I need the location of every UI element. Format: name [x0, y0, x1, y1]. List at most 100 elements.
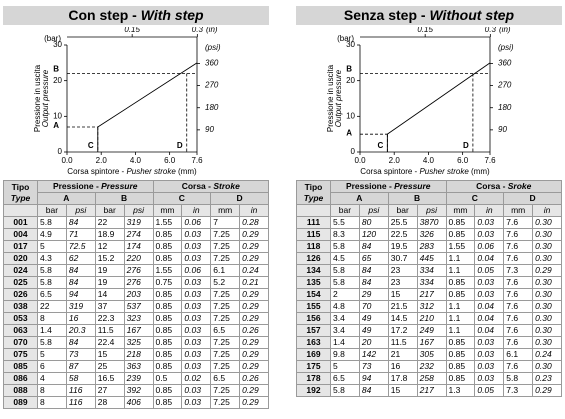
column-header: C	[152, 192, 212, 205]
cell: 15	[94, 348, 125, 361]
unit-cell: in	[474, 204, 505, 217]
y2-tick-label: 270	[204, 81, 219, 90]
cell: 6.5	[210, 324, 241, 337]
cell: 7.25	[210, 360, 241, 373]
cell: 220	[123, 252, 154, 265]
title-it: Con step -	[68, 7, 141, 23]
cell: 5.8	[330, 276, 360, 289]
cell: 4.9	[37, 228, 67, 241]
cell: 18.9	[94, 228, 125, 241]
cell: 3.4	[330, 324, 360, 337]
point-letter: D	[463, 141, 469, 150]
cell: 8	[37, 384, 67, 397]
group-en: Pressure	[394, 181, 431, 192]
data-row: 024 5.8 84 19 276 1.55 0.06 6.1 0.24	[3, 264, 269, 277]
cell: 0.30	[532, 252, 562, 265]
type-label: Type	[10, 192, 31, 203]
cell: 7	[210, 216, 241, 229]
data-row: 004 4.9 71 18.9 274 0.85 0.03 7.25 0.29	[3, 228, 269, 241]
unit-cell: in	[239, 204, 269, 217]
cell: 0.29	[239, 312, 269, 325]
cell: 0.29	[239, 288, 269, 301]
cell: 0.03	[474, 288, 505, 301]
unit-cell	[3, 204, 38, 217]
cell: 1.55	[152, 216, 183, 229]
cell: 9.8	[330, 348, 360, 361]
group-it: Pressione -	[345, 181, 395, 192]
group-header: Pressione - Pressure	[330, 180, 447, 193]
cell: 7.25	[210, 336, 241, 349]
data-row: 085 6 87 25 363 0.85 0.03 7.25 0.29	[3, 360, 269, 373]
cell: 7.3	[503, 264, 534, 277]
column-header: C	[445, 192, 505, 205]
y2-tick-label: 180	[498, 103, 512, 112]
data-row: 089 8 116 28 406 0.85 0.03 7.25 0.29	[3, 396, 269, 409]
cell: 249	[416, 324, 447, 337]
group-en: Stroke	[213, 181, 240, 192]
cell: 0.85	[445, 348, 476, 361]
cell: 4.5	[330, 252, 360, 265]
cell: 84	[65, 264, 96, 277]
point-letter: D	[177, 141, 183, 150]
y-label: Output pressure	[334, 69, 343, 127]
cell: 258	[416, 372, 447, 385]
data-row: 178 6.5 94 17.8 258 0.85 0.03 5.8 0.23	[296, 372, 562, 385]
cell: 94	[358, 372, 389, 385]
cell: 1.55	[445, 240, 476, 253]
group-header: Corsa - Sroke	[445, 180, 562, 193]
y-tick-label: 30	[53, 40, 62, 49]
cell: 7.25	[210, 240, 241, 253]
cell: 276	[123, 264, 154, 277]
cell: 0.29	[239, 360, 269, 373]
cell: 25	[94, 360, 125, 373]
cell: 192	[296, 384, 331, 397]
cell: 155	[296, 300, 331, 313]
y-tick-label: 20	[53, 76, 62, 85]
cell: 0.03	[181, 312, 212, 325]
cell: 0.30	[532, 276, 562, 289]
cell: 22.3	[94, 312, 125, 325]
cell: 0.85	[445, 216, 476, 229]
cell: 156	[296, 312, 331, 325]
y-label: Pressione in uscita	[33, 64, 42, 132]
title-it: Senza step -	[343, 7, 430, 23]
cell: 49	[358, 324, 389, 337]
cell: 4	[37, 372, 67, 385]
cell: 0.21	[239, 276, 269, 289]
cell: 0.03	[474, 372, 505, 385]
cell: 5	[37, 348, 67, 361]
group-it: Corsa -	[181, 181, 214, 192]
x-label-part: (mm)	[469, 167, 490, 176]
cell: 0.29	[239, 384, 269, 397]
cell: 0.04	[474, 252, 505, 265]
cell: 0.30	[532, 228, 562, 241]
y2-tick-label: 180	[205, 103, 219, 112]
cell: 274	[123, 228, 154, 241]
cell: 111	[296, 216, 331, 229]
data-table: Tipo Type Pressione - Pressure Corsa - Srok…	[296, 180, 562, 397]
cell: 1.1	[445, 252, 476, 265]
cell: 0.30	[532, 300, 562, 313]
y-tick-label: 0	[351, 147, 356, 156]
cell: 84	[65, 336, 96, 349]
cell: 84	[358, 240, 389, 253]
cell: 7.3	[503, 384, 534, 397]
cell: 5	[330, 360, 360, 373]
cell: 14	[94, 288, 125, 301]
type-label: Type	[303, 192, 324, 203]
cell: 5.8	[330, 384, 360, 397]
cell: 0.85	[152, 336, 183, 349]
cell: 017	[3, 240, 38, 253]
cell: 3.4	[330, 312, 360, 325]
x2-unit: (in)	[206, 27, 218, 34]
cell: 239	[123, 372, 154, 385]
cell: 163	[296, 336, 331, 349]
cell: 116	[65, 396, 96, 409]
cell: 0.24	[239, 264, 269, 277]
group-it: Corsa -	[476, 181, 508, 192]
cell: 16	[65, 312, 96, 325]
cell: 085	[3, 360, 38, 373]
cell: 7.6	[503, 276, 534, 289]
cell: 4.3	[37, 252, 67, 265]
cell: 84	[65, 276, 96, 289]
